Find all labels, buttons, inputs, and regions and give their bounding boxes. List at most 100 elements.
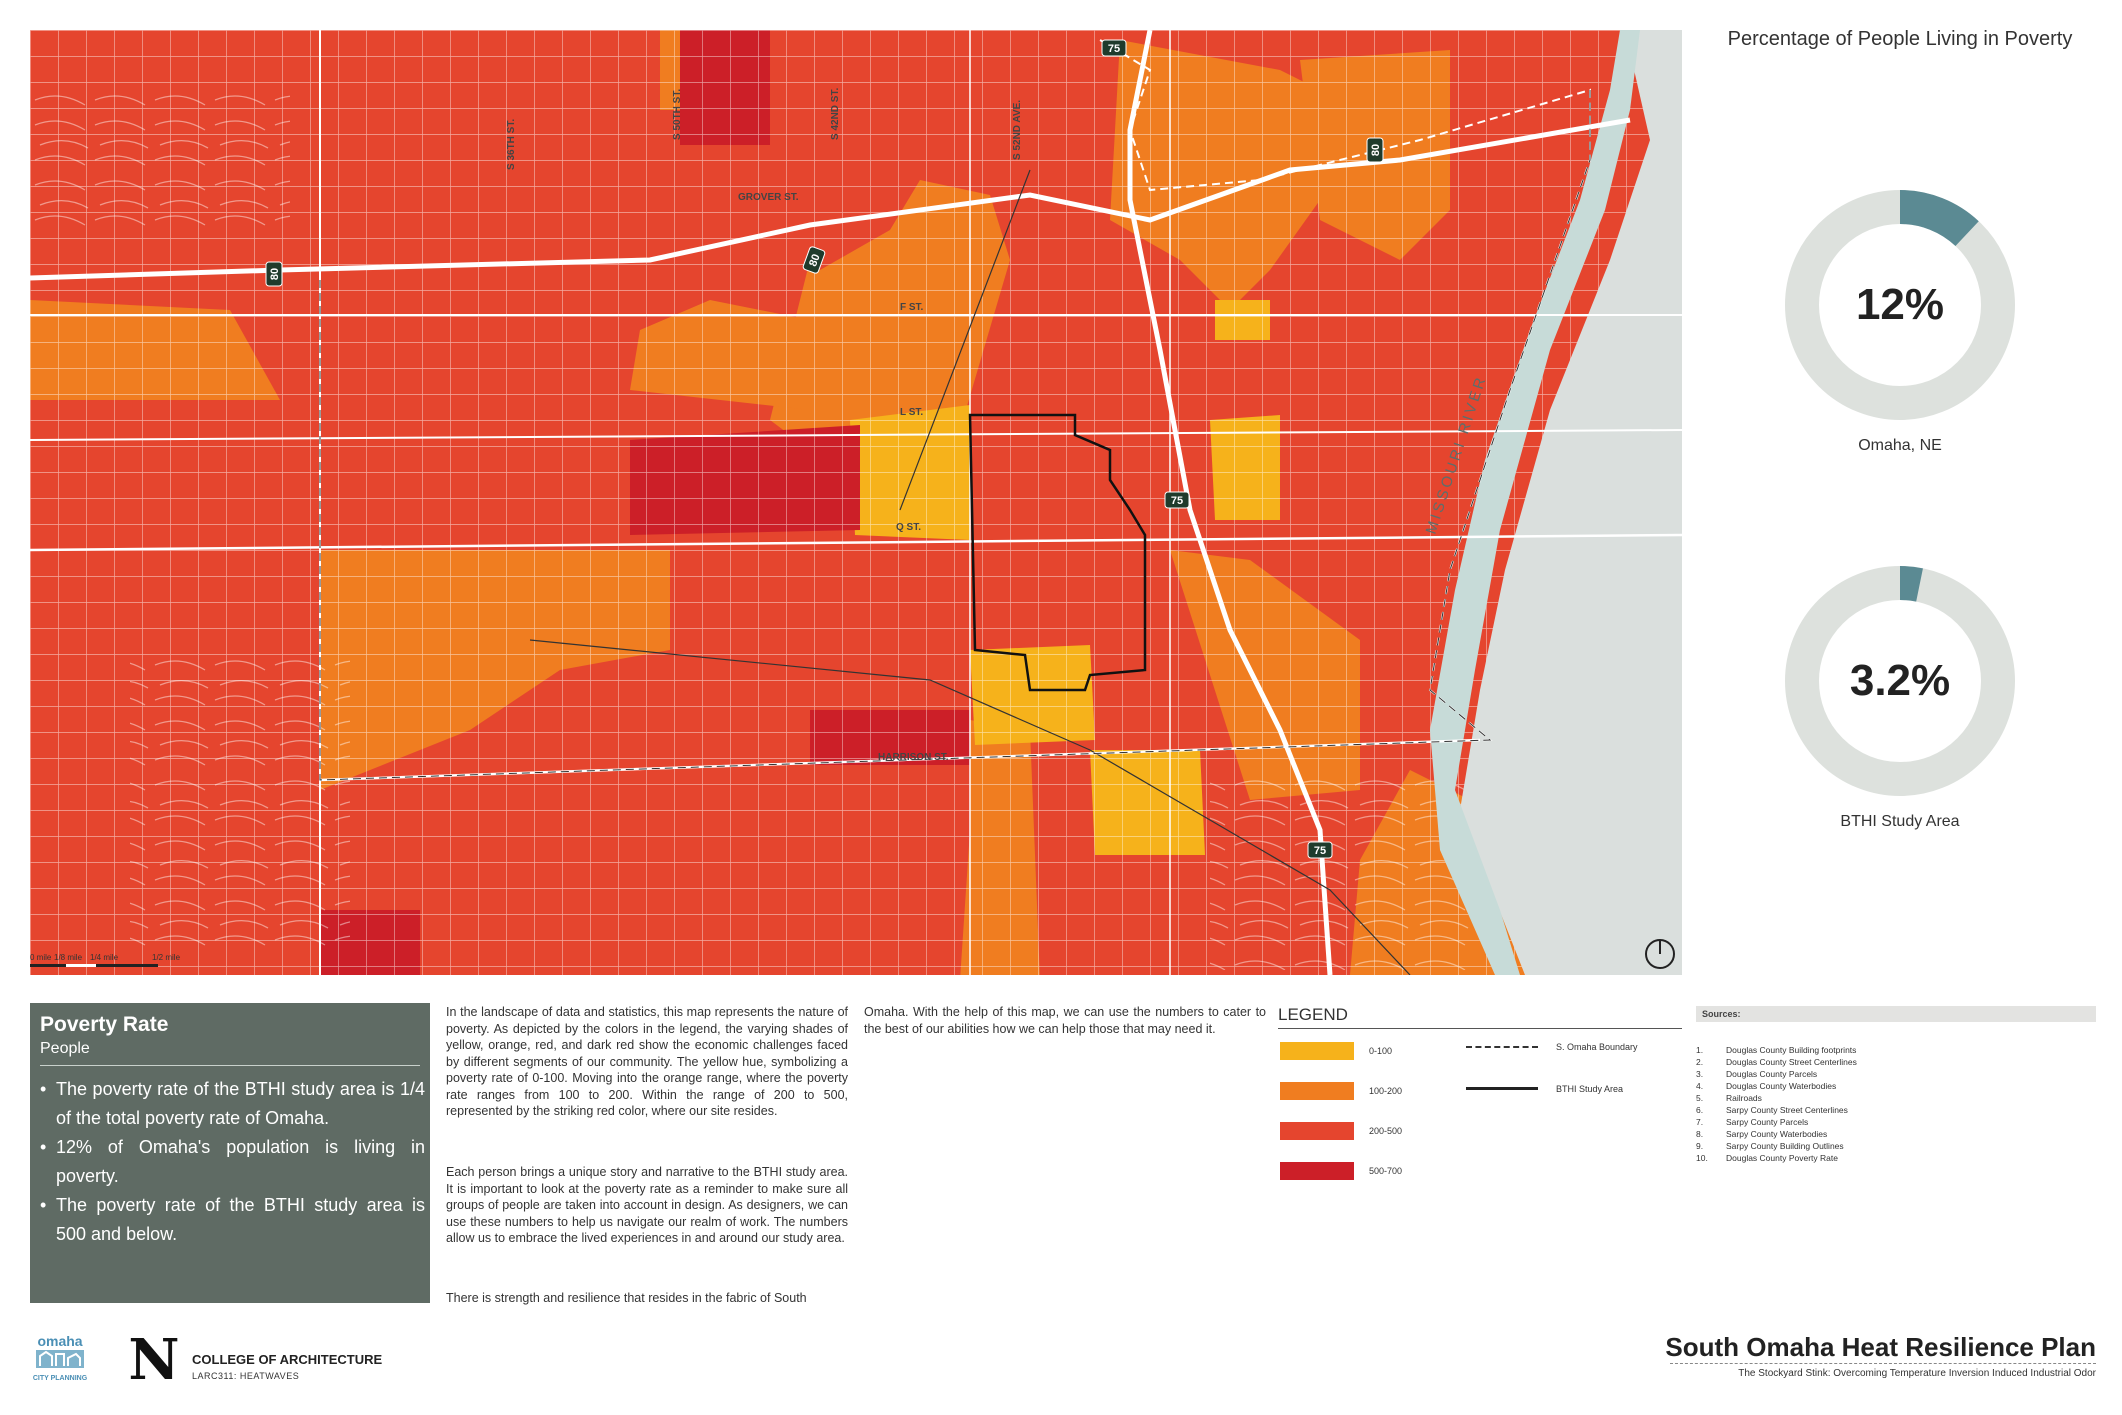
poverty-bullets: The poverty rate of the BTHI study area … <box>40 1075 425 1249</box>
body-paragraph-1: In the landscape of data and statistics,… <box>446 1005 848 1118</box>
street-label: L ST. <box>900 407 923 418</box>
source-text: Sarpy County Street Centerlines <box>1726 1105 1848 1115</box>
source-text: Sarpy County Waterbodies <box>1726 1129 1828 1139</box>
body-paragraph-4: Omaha. With the help of this map, we can… <box>864 1005 1266 1036</box>
street-curvy-sw <box>130 650 350 950</box>
sources-header: Sources: <box>1696 1006 2096 1022</box>
legend-swatch-500-700 <box>1280 1162 1354 1180</box>
source-item: 5. Railroads <box>1696 1092 2096 1104</box>
source-text: Douglas County Street Centerlines <box>1726 1057 1857 1067</box>
poverty-map-canvas: S 36TH ST. S 50TH ST. S 42ND ST. S 52ND … <box>30 30 1682 975</box>
svg-text:80: 80 <box>1370 144 1382 156</box>
source-item: 3. Douglas County Parcels <box>1696 1068 2096 1080</box>
source-item: 7. Sarpy County Parcels <box>1696 1116 2096 1128</box>
source-text: Sarpy County Building Outlines <box>1726 1141 1844 1151</box>
legend-label: 500-700 <box>1369 1166 1403 1176</box>
source-item: 6. Sarpy County Street Centerlines <box>1696 1104 2096 1116</box>
svg-text:80: 80 <box>807 253 822 269</box>
donut-fill <box>1785 190 2015 420</box>
bullet-item: The poverty rate of the BTHI study area … <box>40 1191 425 1249</box>
legend-label: 200-500 <box>1369 1126 1403 1136</box>
railroad <box>529 169 1411 975</box>
donut-label: BTHI Study Area <box>1840 813 1960 830</box>
source-text: Douglas County Building footprints <box>1726 1045 1857 1055</box>
north-arrow-icon <box>1645 939 1675 969</box>
source-number: 8. <box>1696 1129 1704 1139</box>
street-label: GROVER ST. <box>738 192 799 203</box>
south-omaha-boundary-dark <box>319 90 1591 781</box>
source-number: 4. <box>1696 1081 1704 1091</box>
course-code: LARC311: HEATWAVES <box>192 1371 300 1381</box>
source-number: 6. <box>1696 1105 1704 1115</box>
street-label: HARRISON ST. <box>878 752 949 763</box>
svg-text:1/2 mile: 1/2 mile <box>152 953 181 962</box>
street-label: Q ST. <box>896 522 921 533</box>
street-label: F ST. <box>900 302 924 313</box>
source-item: 9. Sarpy County Building Outlines <box>1696 1140 2096 1152</box>
legend-swatch-0-100 <box>1280 1042 1354 1060</box>
street-curvy-se <box>1210 770 1470 970</box>
source-number: 1. <box>1696 1045 1704 1055</box>
source-text: Douglas County Poverty Rate <box>1726 1153 1838 1163</box>
source-number: 5. <box>1696 1093 1704 1103</box>
scale-bar: 0 mile 1/8 mile 1/4 mile 1/2 mile <box>30 953 181 967</box>
body-paragraph-3: There is strength and resilience that re… <box>446 1291 807 1305</box>
legend-line-solid <box>1466 1087 1538 1090</box>
donut-title: Percentage of People Living in Poverty <box>1727 28 2073 50</box>
street-label: S 52ND AVE. <box>1012 100 1023 160</box>
bullet-item: The poverty rate of the BTHI study area … <box>40 1075 425 1133</box>
source-item: 8. Sarpy County Waterbodies <box>1696 1128 2096 1140</box>
street-curvy-nw <box>30 90 290 240</box>
svg-text:1/4 mile: 1/4 mile <box>90 953 119 962</box>
legend-label: BTHI Study Area <box>1556 1084 1624 1094</box>
panel-title: Poverty Rate <box>40 1013 169 1036</box>
omaha-city-planning-logo: omaha CITY PLANNING <box>32 1333 88 1382</box>
legend-label: 0-100 <box>1369 1046 1393 1056</box>
sources-title: Sources: <box>1702 1009 1741 1019</box>
donut-omaha: 12% <box>1770 175 2030 435</box>
svg-text:75: 75 <box>1171 495 1183 507</box>
source-number: 3. <box>1696 1069 1704 1079</box>
svg-text:75: 75 <box>1314 845 1326 857</box>
street-label: S 42ND ST. <box>830 88 841 140</box>
svg-text:1/8 mile: 1/8 mile <box>54 953 83 962</box>
city-skyline-icon <box>36 1350 84 1368</box>
legend-label: S. Omaha Boundary <box>1556 1042 1638 1052</box>
sources-list: 1. Douglas County Building footprints 2. Do… <box>1696 1044 2096 1164</box>
highway-shield-75: 75 <box>1164 491 1190 509</box>
missouri-river <box>1430 30 1640 975</box>
legend-label: 100-200 <box>1369 1086 1403 1096</box>
poverty-map[interactable]: S 36TH ST. S 50TH ST. S 42ND ST. S 52ND … <box>30 30 1682 975</box>
title-divider <box>1670 1363 2096 1365</box>
source-number: 7. <box>1696 1117 1704 1127</box>
svg-text:0 mile: 0 mile <box>30 953 52 962</box>
plan-title: South Omaha Heat Resilience Plan <box>1665 1332 2096 1362</box>
donut-value: 12% <box>1856 280 1944 329</box>
legend-title: LEGEND <box>1278 1005 1348 1024</box>
source-item: 1. Douglas County Building footprints <box>1696 1044 2096 1056</box>
bullet-item: 12% of Omaha's population is living in p… <box>40 1133 425 1191</box>
source-number: 9. <box>1696 1141 1704 1151</box>
source-number: 10. <box>1696 1153 1708 1163</box>
highway-shield-80: 80 <box>265 261 283 287</box>
donut-bthi: 3.2% <box>1770 551 2030 811</box>
source-number: 2. <box>1696 1057 1704 1067</box>
college-name: COLLEGE OF ARCHITECTURE <box>192 1352 383 1367</box>
svg-text:80: 80 <box>269 268 281 280</box>
highway-shield-75: 75 <box>1101 39 1127 57</box>
donut-label: Omaha, NE <box>1858 437 1942 454</box>
source-text: Sarpy County Parcels <box>1726 1117 1809 1127</box>
bthi-study-area <box>968 413 1147 692</box>
source-text: Douglas County Parcels <box>1726 1069 1818 1079</box>
highway-shield-80: 80 <box>802 246 826 274</box>
divider <box>1278 1028 1682 1029</box>
source-item: 10. Douglas County Poverty Rate <box>1696 1152 2096 1164</box>
source-item: 4. Douglas County Waterbodies <box>1696 1080 2096 1092</box>
highway-shield-75: 75 <box>1307 841 1333 859</box>
source-text: Douglas County Waterbodies <box>1726 1081 1837 1091</box>
plan-subtitle: The Stockyard Stink: Overcoming Temperat… <box>1738 1368 2096 1379</box>
legend-swatch-200-500 <box>1280 1122 1354 1140</box>
highway-shield-80: 80 <box>1366 137 1384 163</box>
source-text: Railroads <box>1726 1093 1762 1103</box>
poverty-rate-panel: Poverty Rate People The poverty rate of … <box>30 1003 430 1303</box>
